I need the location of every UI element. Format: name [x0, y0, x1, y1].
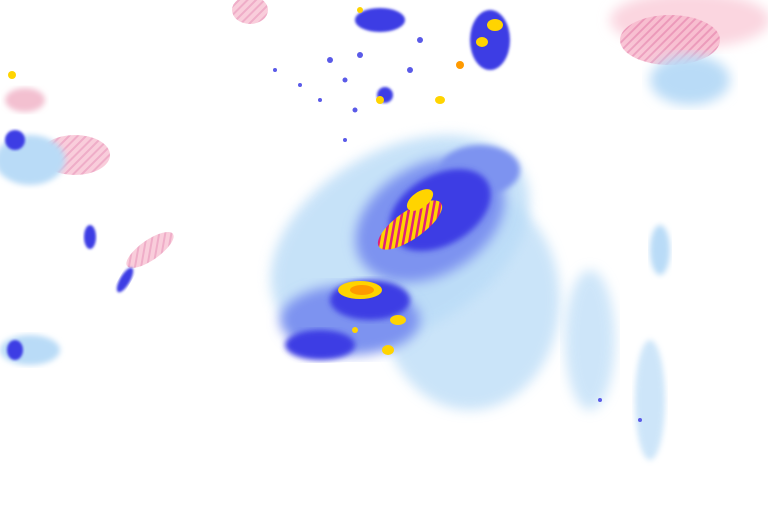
scattered-cells [273, 37, 642, 422]
intense-rain-cells [8, 7, 503, 355]
